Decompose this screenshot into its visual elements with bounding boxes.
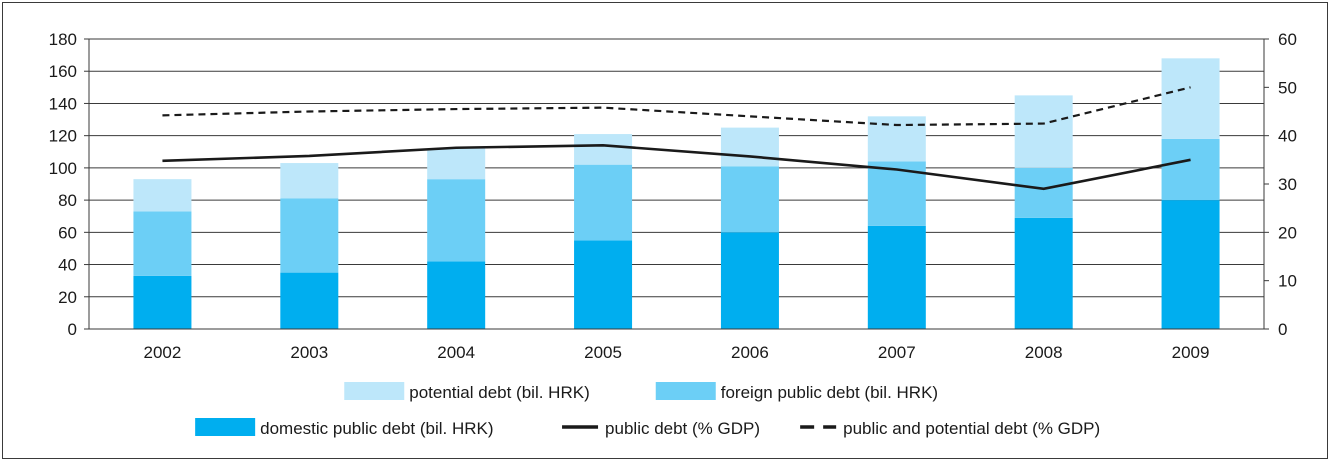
x-tick-label: 2003	[290, 343, 328, 362]
x-tick-label: 2008	[1025, 343, 1063, 362]
bar-segment	[280, 272, 339, 329]
bar-segment	[427, 179, 486, 262]
legend-swatch	[195, 418, 256, 436]
gridlines	[89, 38, 1264, 298]
bar-segment	[280, 198, 339, 273]
left-tick-label: 160	[49, 62, 77, 81]
bar-segment	[867, 116, 926, 162]
right-tick-label: 50	[1278, 78, 1297, 97]
legend-label: domestic public debt (bil. HRK)	[260, 419, 493, 438]
legend-swatch	[655, 382, 716, 400]
left-tick-label: 0	[68, 320, 77, 339]
bar-segment	[574, 240, 633, 329]
left-tick-label: 20	[58, 288, 77, 307]
x-tick-label: 2009	[1172, 343, 1210, 362]
left-tick-label: 100	[49, 159, 77, 178]
series-line	[162, 86, 1191, 127]
left-tick-label: 140	[49, 94, 77, 113]
right-tick-label: 60	[1278, 30, 1297, 49]
bar-segment	[427, 148, 486, 180]
bar-segment	[133, 275, 192, 329]
bar-segment	[133, 179, 192, 212]
legend-label: foreign public debt (bil. HRK)	[721, 383, 938, 402]
bar-segment	[867, 225, 926, 329]
legend-swatch	[344, 382, 405, 400]
bar-segment	[1161, 200, 1220, 329]
legend-label: public and potential debt (% GDP)	[843, 419, 1100, 438]
bar-segment	[720, 127, 779, 167]
bar-segment	[280, 163, 339, 199]
x-tick-label: 2006	[731, 343, 769, 362]
bar-segment	[427, 261, 486, 329]
right-tick-label: 30	[1278, 175, 1297, 194]
bar-segment	[1014, 95, 1073, 168]
x-tick-label: 2007	[878, 343, 916, 362]
right-tick-label: 40	[1278, 127, 1297, 146]
bar-segment	[1161, 138, 1220, 201]
x-tick-label: 2004	[437, 343, 475, 362]
right-tick-label: 20	[1278, 223, 1297, 242]
bar-segment	[133, 211, 192, 276]
line-series	[162, 86, 1191, 191]
left-tick-label: 80	[58, 191, 77, 210]
legend-label: public debt (% GDP)	[605, 419, 760, 438]
left-tick-label: 60	[58, 223, 77, 242]
bar-segment	[574, 164, 633, 241]
x-tick-label: 2005	[584, 343, 622, 362]
tick-labels: 0 20 40 60 80 100 120 140 160 180 0 10 20 30 40 50 60 200…	[49, 30, 1297, 362]
bar-segment	[574, 134, 633, 165]
bar-segment	[720, 232, 779, 329]
x-tick-label: 2002	[144, 343, 182, 362]
left-tick-label: 180	[49, 30, 77, 49]
right-tick-label: 0	[1278, 320, 1287, 339]
bar-segment	[1161, 58, 1220, 139]
left-tick-label: 40	[58, 256, 77, 275]
bar-segment	[720, 166, 779, 233]
right-tick-label: 10	[1278, 272, 1297, 291]
legend: potential debt (bil. HRK) foreign public …	[195, 382, 1100, 438]
series-line	[162, 144, 1191, 191]
bars	[133, 58, 1220, 329]
axes	[84, 38, 1269, 330]
bar-segment	[1014, 167, 1073, 218]
left-tick-label: 120	[49, 127, 77, 146]
legend-label: potential debt (bil. HRK)	[409, 383, 589, 402]
bar-segment	[1014, 217, 1073, 329]
